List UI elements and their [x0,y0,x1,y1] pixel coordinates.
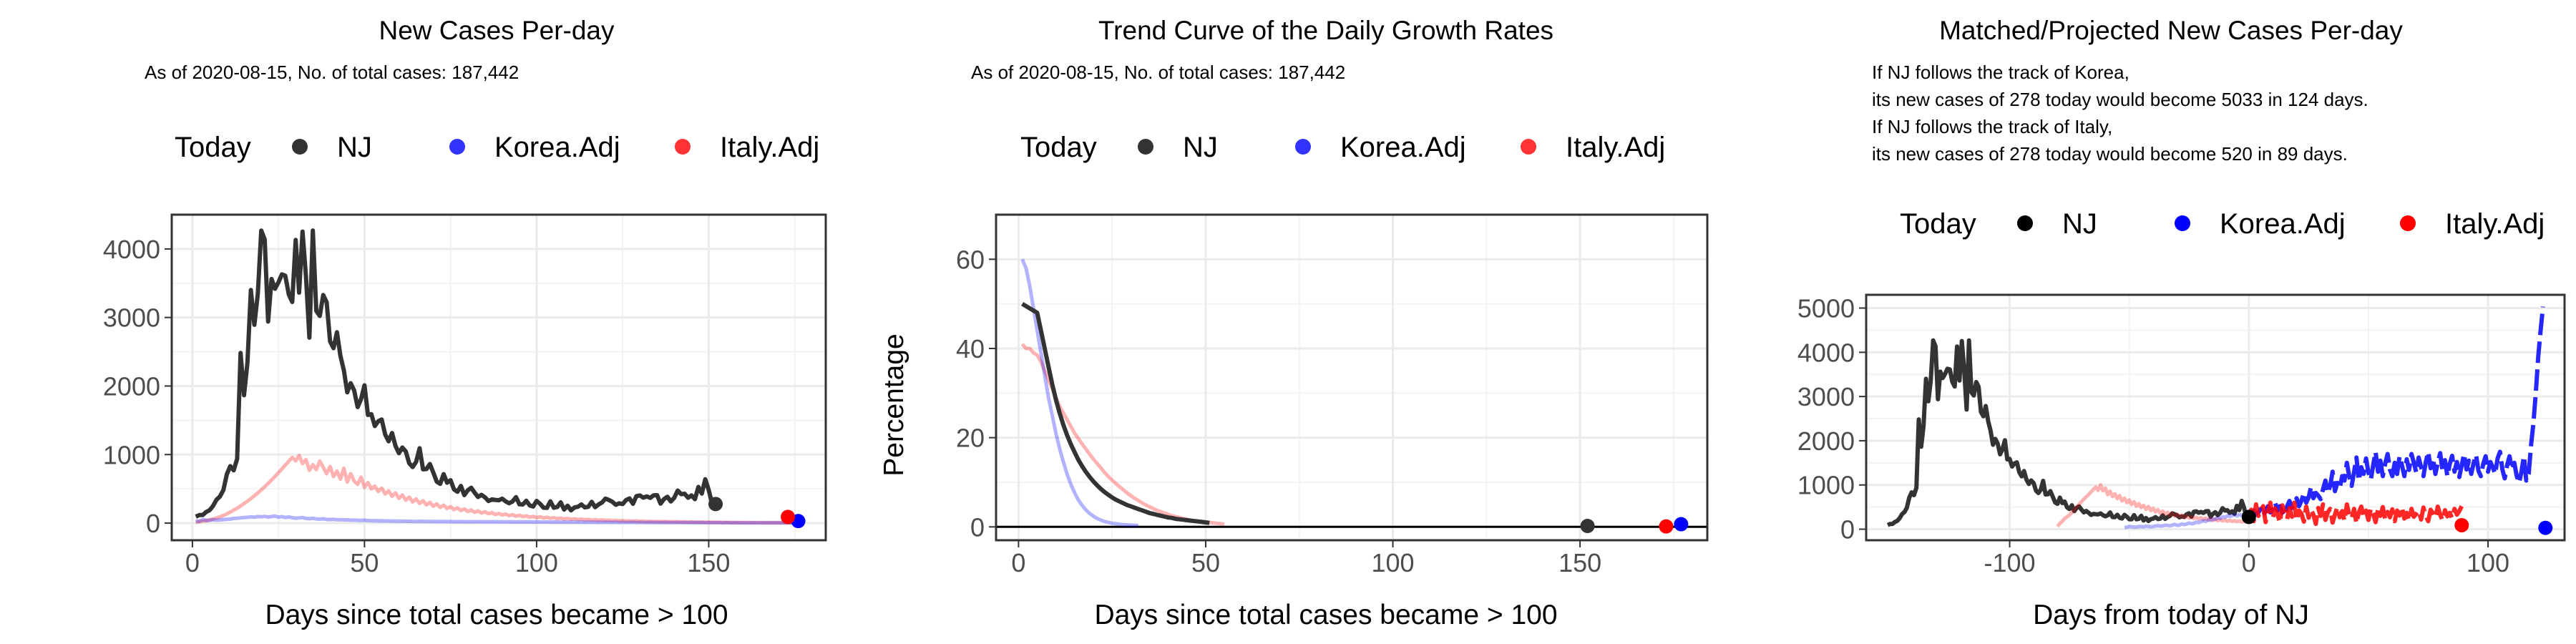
legend-label: Korea.Adj [2220,208,2346,240]
y-tick-label: 40 [956,334,985,364]
panel1-subtitle: As of 2020-08-15, No. of total cases: 18… [145,62,519,83]
series-line-italy-adj [1020,343,1225,527]
panel2-title: Trend Curve of the Daily Growth Rates [1098,16,1553,45]
x-tick-label: 0 [2242,548,2256,577]
today-point-nj [2241,509,2256,525]
today-point-korea-adj [2538,520,2553,535]
y-tick-label: 20 [956,424,985,453]
series-line-nj [1886,338,2249,527]
y-tick-label: 4000 [1797,338,1855,367]
legend-label: Italy.Adj [720,132,819,163]
x-tick-label: 50 [1191,548,1220,577]
series-line-nj [195,228,715,519]
legend-label: Italy.Adj [1566,132,1665,163]
panel3-legend: Today NJ Korea.Adj Italy.Adj [1900,208,2545,240]
today-point-italy-adj [2454,517,2469,532]
y-tick-label: 3000 [103,303,160,333]
y-tick-label: 2000 [103,371,160,401]
y-tick-label: 4000 [103,235,160,264]
legend-swatch-nj [292,139,308,155]
y-tick-label: 0 [970,512,985,542]
legend-swatch-italy-adj [675,139,691,155]
y-tick-label: 5000 [1797,294,1855,323]
today-point-nj [1580,519,1595,534]
y-tick-label: 3000 [1797,382,1855,411]
x-tick-label: 50 [350,548,379,577]
today-point-nj [708,497,723,512]
panel2-x-axis-label: Days since total cases became > 100 [1094,600,1557,630]
legend-label: NJ [337,132,372,163]
panel3-annotation-line-3: If NJ follows the track of Italy, [1872,116,2112,137]
legend-swatch-korea-adj [2175,215,2190,231]
panel1-plot: 0 50 100 150 0 1000 2000 3000 4000 [103,213,827,577]
series-line-italy-adj [195,454,802,525]
legend-title: Today [1020,132,1097,163]
series-line-nj [1021,302,1210,525]
legend-swatch-italy-adj [2400,215,2416,231]
y-tick-label: 60 [956,245,985,274]
panel-border [170,213,827,542]
series-line-italy-adj-projected [2246,500,2464,527]
panel3-annotation-line-4: its new cases of 278 today would become … [1872,143,2348,165]
x-tick-label: 150 [687,548,730,577]
panel3-title: Matched/Projected New Cases Per-day [1939,16,2403,45]
today-point-italy-adj [781,509,796,525]
panel1-legend: Today NJ Korea.Adj Italy.Adj [175,132,819,163]
legend-label: Korea.Adj [494,132,620,163]
x-tick-label: 100 [1372,548,1415,577]
y-tick-label: 1000 [103,440,160,469]
panel-new-cases: New Cases Per-day As of 2020-08-15, No. … [103,16,827,630]
legend-label: Italy.Adj [2445,208,2545,240]
legend-title: Today [175,132,251,163]
legend-label: NJ [2062,208,2097,240]
legend-label: NJ [1183,132,1218,163]
panel-projected-cases: Matched/Projected New Cases Per-day If N… [1797,16,2566,630]
y-tick-label: 0 [1840,515,1855,545]
x-tick-label: 0 [1011,548,1025,577]
panel2-plot: 0 50 100 150 0 20 40 60 [956,213,1709,577]
series-line-korea-adj-projected [2247,306,2545,518]
panel1-title: New Cases Per-day [379,16,615,45]
x-tick-label: 0 [185,548,200,577]
legend-swatch-korea-adj [1295,139,1311,155]
y-tick-label: 0 [146,509,160,538]
series-line-korea-adj-matched [2124,512,2248,530]
panel2-y-axis-label: Percentage [879,333,909,476]
panel3-x-axis-label: Days from today of NJ [2033,600,2309,630]
y-tick-label: 2000 [1797,426,1855,456]
x-tick-label: 150 [1558,548,1601,577]
panel2-legend: Today NJ Korea.Adj Italy.Adj [1020,132,1665,163]
series-line-korea-adj [1020,258,1138,527]
today-point-korea-adj [1674,517,1689,532]
panel-growth-rates: Trend Curve of the Daily Growth Rates As… [879,16,1709,630]
panel2-subtitle: As of 2020-08-15, No. of total cases: 18… [971,62,1345,83]
legend-title: Today [1900,208,1976,240]
panel1-x-axis-label: Days since total cases became > 100 [265,600,728,630]
panel3-annotation-line-1: If NJ follows the track of Korea, [1872,62,2129,83]
series-line-italy-adj-matched [2056,483,2248,528]
x-tick-label: -100 [1984,548,2036,577]
panel-border [1865,293,2566,542]
today-point-italy-adj [1659,519,1674,534]
x-tick-label: 100 [515,548,558,577]
panel3-annotation-line-2: its new cases of 278 today would become … [1872,89,2368,110]
legend-swatch-nj [2017,215,2033,231]
y-tick-label: 1000 [1797,471,1855,500]
legend-swatch-korea-adj [449,139,465,155]
legend-label: Korea.Adj [1340,132,1466,163]
legend-swatch-nj [1138,139,1153,155]
x-tick-label: 100 [2467,548,2509,577]
series-line-korea-adj [195,514,802,525]
legend-swatch-italy-adj [1521,139,1536,155]
panel-border [995,213,1709,542]
